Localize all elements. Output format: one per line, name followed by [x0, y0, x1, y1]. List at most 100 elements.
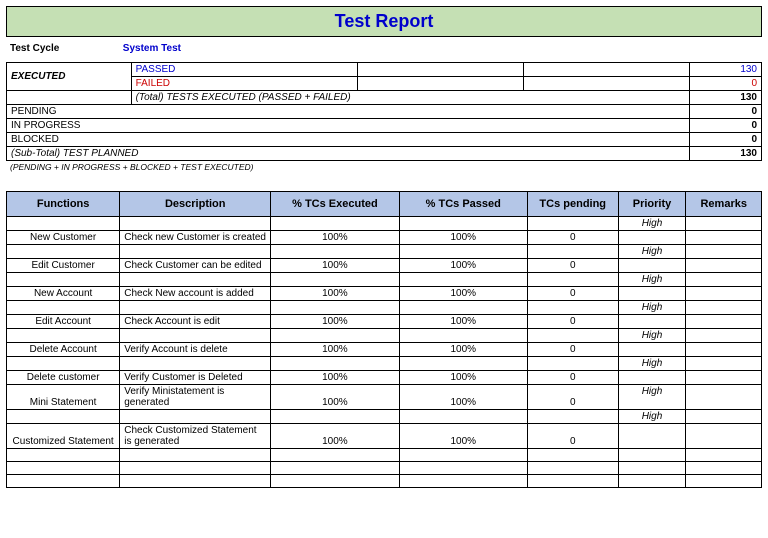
summary-note: (PENDING + IN PROGRESS + BLOCKED + TEST … — [6, 161, 762, 173]
col-executed: % TCs Executed — [271, 192, 399, 217]
total-exec-value: 130 — [690, 91, 762, 105]
pending-value: 0 — [690, 105, 762, 119]
summary-row-inprogress: IN PROGRESS 0 — [7, 119, 762, 133]
cell-executed — [271, 462, 399, 475]
cell-priority: High — [618, 357, 686, 371]
cell-description — [120, 449, 271, 462]
cell-function: Customized Statement — [7, 424, 120, 449]
detail-table: Functions Description % TCs Executed % T… — [6, 191, 762, 488]
cell-pending: 0 — [527, 371, 618, 385]
cell-pending: 0 — [527, 385, 618, 410]
cell-priority — [618, 449, 686, 462]
table-row — [7, 475, 762, 488]
cell-pending: 0 — [527, 424, 618, 449]
cell-description: Check new Customer is created — [120, 231, 271, 245]
cell-remarks — [686, 462, 762, 475]
cell-pending: 0 — [527, 287, 618, 301]
cell-executed — [271, 475, 399, 488]
cell-executed: 100% — [271, 315, 399, 329]
table-row-pad: High — [7, 217, 762, 231]
detail-header-row: Functions Description % TCs Executed % T… — [7, 192, 762, 217]
cell-passed: 100% — [399, 343, 527, 357]
cell-remarks — [686, 449, 762, 462]
table-row: Delete Account Verify Account is delete … — [7, 343, 762, 357]
cell-pending — [527, 462, 618, 475]
table-row — [7, 462, 762, 475]
col-functions: Functions — [7, 192, 120, 217]
cell-function: New Account — [7, 287, 120, 301]
cell-function — [7, 475, 120, 488]
cell-priority: High — [618, 410, 686, 424]
cell-executed: 100% — [271, 287, 399, 301]
cell-passed: 100% — [399, 371, 527, 385]
cell-priority: High — [618, 217, 686, 231]
col-description: Description — [120, 192, 271, 217]
test-cycle-row: Test Cycle System Test — [10, 43, 762, 54]
table-row-pad: High — [7, 329, 762, 343]
summary-row-total-exec: (Total) TESTS EXECUTED (PASSED + FAILED)… — [7, 91, 762, 105]
table-row-pad: High — [7, 357, 762, 371]
cell-remarks — [686, 231, 762, 245]
cell-remarks — [686, 371, 762, 385]
cell-priority: High — [618, 273, 686, 287]
cell-passed — [399, 449, 527, 462]
summary-row-pending: PENDING 0 — [7, 105, 762, 119]
col-priority: Priority — [618, 192, 686, 217]
table-row: Customized Statement Check Customized St… — [7, 424, 762, 449]
cell-passed: 100% — [399, 424, 527, 449]
col-remarks: Remarks — [686, 192, 762, 217]
col-pending: TCs pending — [527, 192, 618, 217]
cell-remarks — [686, 475, 762, 488]
cell-priority: High — [618, 245, 686, 259]
cell-remarks — [686, 385, 762, 410]
test-cycle-value: System Test — [123, 43, 181, 54]
cell-priority: High — [618, 385, 686, 410]
test-cycle-label: Test Cycle — [10, 43, 120, 54]
table-row: Delete customer Verify Customer is Delet… — [7, 371, 762, 385]
cell-priority — [618, 462, 686, 475]
cell-description: Check Customer can be edited — [120, 259, 271, 273]
cell-function — [7, 462, 120, 475]
table-row: New Customer Check new Customer is creat… — [7, 231, 762, 245]
failed-label: FAILED — [131, 77, 358, 91]
cell-description: Verify Account is delete — [120, 343, 271, 357]
total-exec-label: (Total) TESTS EXECUTED (PASSED + FAILED) — [131, 91, 690, 105]
cell-priority: High — [618, 301, 686, 315]
cell-passed: 100% — [399, 315, 527, 329]
cell-function — [7, 449, 120, 462]
cell-priority: High — [618, 329, 686, 343]
cell-pending — [527, 449, 618, 462]
subtotal-label: (Sub-Total) TEST PLANNED — [7, 147, 690, 161]
table-row — [7, 449, 762, 462]
cell-function: Delete customer — [7, 371, 120, 385]
inprogress-label: IN PROGRESS — [7, 119, 690, 133]
col-passed: % TCs Passed — [399, 192, 527, 217]
summary-table: EXECUTED PASSED 130 FAILED 0 (Total) TES… — [6, 62, 762, 161]
summary-row-blocked: BLOCKED 0 — [7, 133, 762, 147]
cell-description — [120, 475, 271, 488]
subtotal-value: 130 — [690, 147, 762, 161]
cell-executed: 100% — [271, 385, 399, 410]
table-row-pad: High — [7, 301, 762, 315]
cell-executed: 100% — [271, 371, 399, 385]
cell-function: Delete Account — [7, 343, 120, 357]
cell-executed: 100% — [271, 259, 399, 273]
cell-executed: 100% — [271, 231, 399, 245]
cell-executed: 100% — [271, 424, 399, 449]
cell-remarks — [686, 424, 762, 449]
cell-passed — [399, 462, 527, 475]
cell-passed: 100% — [399, 231, 527, 245]
blocked-value: 0 — [690, 133, 762, 147]
blocked-label: BLOCKED — [7, 133, 690, 147]
report-title: Test Report — [6, 6, 762, 37]
cell-passed — [399, 475, 527, 488]
table-row: Edit Customer Check Customer can be edit… — [7, 259, 762, 273]
cell-function: Edit Customer — [7, 259, 120, 273]
cell-function: New Customer — [7, 231, 120, 245]
table-row-pad: High — [7, 410, 762, 424]
cell-remarks — [686, 259, 762, 273]
cell-passed: 100% — [399, 287, 527, 301]
table-row-pad: High — [7, 273, 762, 287]
executed-label: EXECUTED — [7, 63, 132, 91]
table-row: New Account Check New account is added 1… — [7, 287, 762, 301]
